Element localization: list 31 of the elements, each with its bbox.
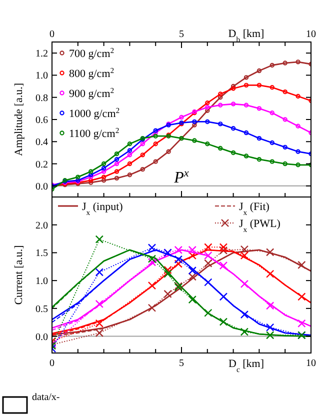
x-tick-label: 0: [50, 358, 54, 369]
y-axis-title: Amplitude [a.u.]: [13, 82, 25, 156]
x-axis-title: D$_{c}$ [km]: [228, 358, 264, 374]
legend-label: 700 g/cm$^{2}$: [69, 46, 114, 60]
y-tick-label: 0.4: [36, 137, 48, 148]
y-tick-label: 0.6: [36, 115, 48, 126]
x-tick-label: 0: [50, 29, 54, 40]
y-tick-label: 1.5: [36, 248, 48, 260]
y-tick-label: 2.0: [36, 220, 48, 232]
legend-label: 900 g/cm$^{2}$: [69, 86, 114, 100]
x-tick-label: 5: [179, 358, 184, 369]
x-tick-label: 5: [179, 29, 184, 40]
y-tick-label: 0.5: [36, 304, 48, 315]
y-tick-label: 1.0: [36, 276, 48, 288]
x-tick-label: 10: [306, 29, 316, 40]
legend-label: 800 g/cm$^{2}$: [69, 66, 114, 80]
y-tick-label: 0.8: [36, 92, 48, 104]
y-tick-label: 1.2: [36, 48, 48, 60]
annotation: P$^{x}$: [173, 168, 189, 187]
text: data/x-: [32, 392, 60, 403]
y-tick-label: 0.0: [36, 181, 48, 192]
legend-label: J$_{x}$ (input): [82, 201, 124, 216]
y-tick-label: 0.2: [36, 159, 48, 170]
y-tick-label: 0.0: [36, 332, 48, 343]
legend-label: 1100 g/cm$^{2}$: [69, 126, 120, 140]
y-axis-title: Current [a.u.]: [13, 245, 25, 305]
legend-label: J$_{x}$ (PWL): [239, 218, 281, 234]
legend-label: 1000 g/cm$^{2}$: [69, 106, 120, 120]
y-tick-label: 1.0: [36, 70, 48, 82]
legend-label: J$_{x}$ (Fit): [239, 201, 270, 216]
x-tick-label: 10: [306, 358, 316, 369]
